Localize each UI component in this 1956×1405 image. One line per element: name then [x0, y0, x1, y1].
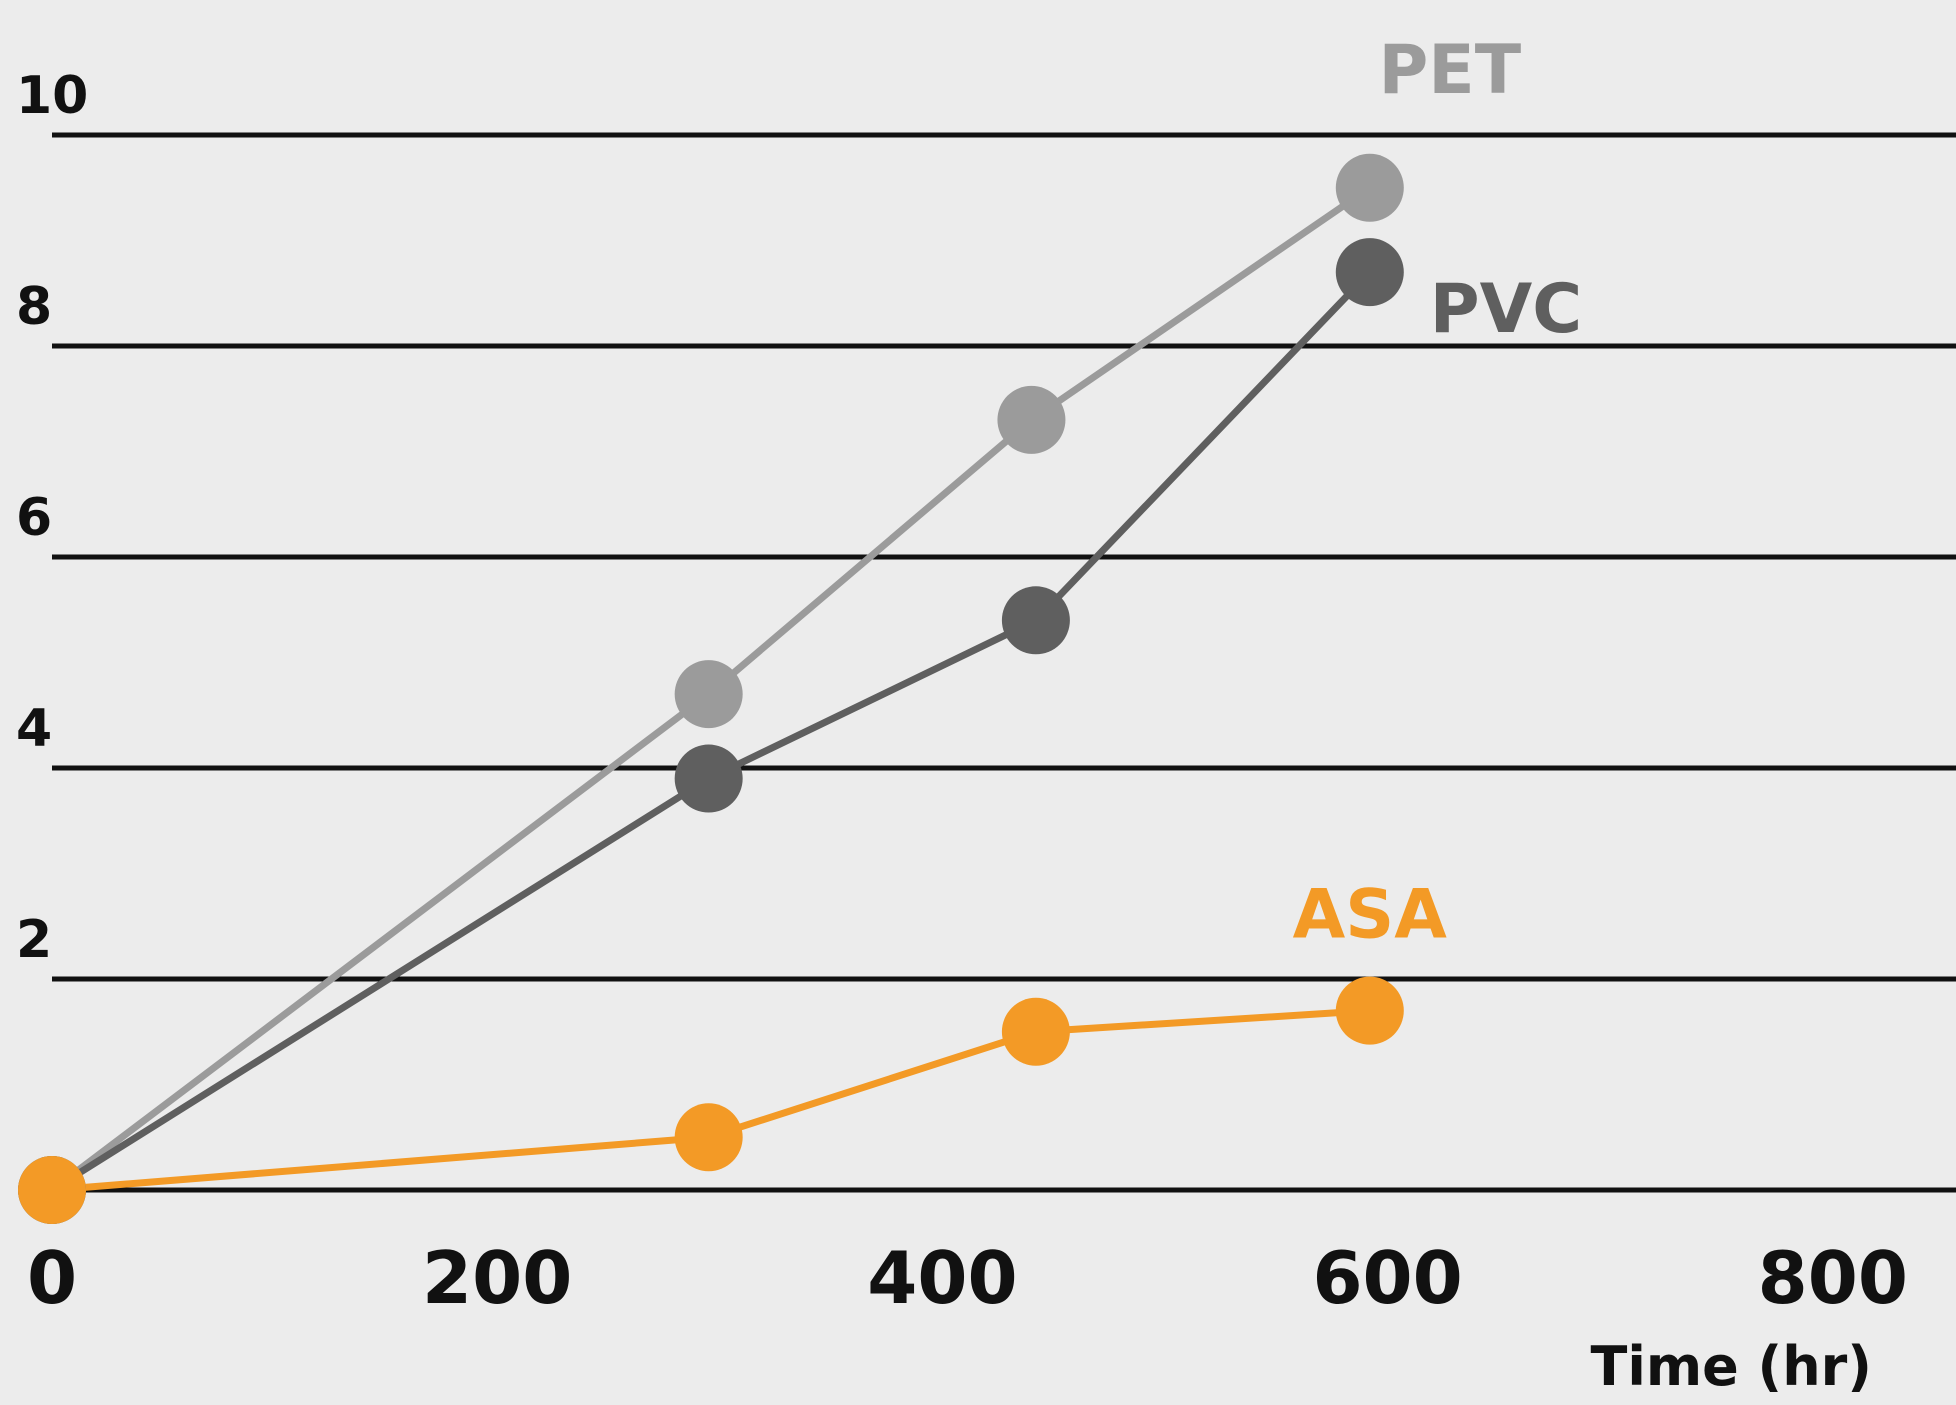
- x-tick-label: 600: [1312, 1236, 1462, 1320]
- data-point-asa: [1001, 997, 1070, 1066]
- series-line-asa: [51, 1007, 1371, 1194]
- series-label-asa: ASA: [1293, 876, 1448, 955]
- y-axis-ticks: 24681012: [16, 66, 88, 970]
- x-tick-label: 0: [27, 1236, 77, 1320]
- data-point-pvc: [674, 744, 743, 813]
- y-tick-label: 4: [16, 699, 52, 759]
- x-tick-label: 800: [1758, 1236, 1908, 1320]
- series-labels: PET PVC ASA: [1293, 31, 1582, 955]
- x-axis-ticks: 0 200 400 600 800: [27, 1236, 1908, 1320]
- series-line-pet: [49, 184, 1372, 1193]
- data-point-asa: [674, 1103, 743, 1172]
- data-point-pvc: [1335, 238, 1404, 307]
- y-tick-label: 6: [16, 488, 52, 548]
- data-point-pvc: [1001, 586, 1070, 655]
- x-axis-label: Time (hr): [1591, 1335, 1872, 1398]
- x-tick-label: 400: [867, 1236, 1017, 1320]
- data-point-pet: [674, 660, 743, 729]
- series-points: [18, 153, 1404, 1224]
- data-point-asa: [1335, 976, 1404, 1045]
- gridlines: [52, 132, 1956, 1193]
- data-point-pet: [997, 385, 1066, 454]
- y-tick-label: 10: [16, 66, 88, 126]
- y-tick-label: 8: [16, 277, 52, 337]
- x-tick-label: 200: [422, 1236, 572, 1320]
- data-point-asa: [18, 1156, 86, 1224]
- data-point-pet: [1335, 153, 1404, 222]
- series-label-pvc: PVC: [1430, 270, 1582, 349]
- series-lines: [49, 184, 1373, 1194]
- series-line-pvc: [50, 269, 1373, 1193]
- series-label-pet: PET: [1378, 31, 1521, 110]
- y-tick-label: 2: [16, 910, 52, 970]
